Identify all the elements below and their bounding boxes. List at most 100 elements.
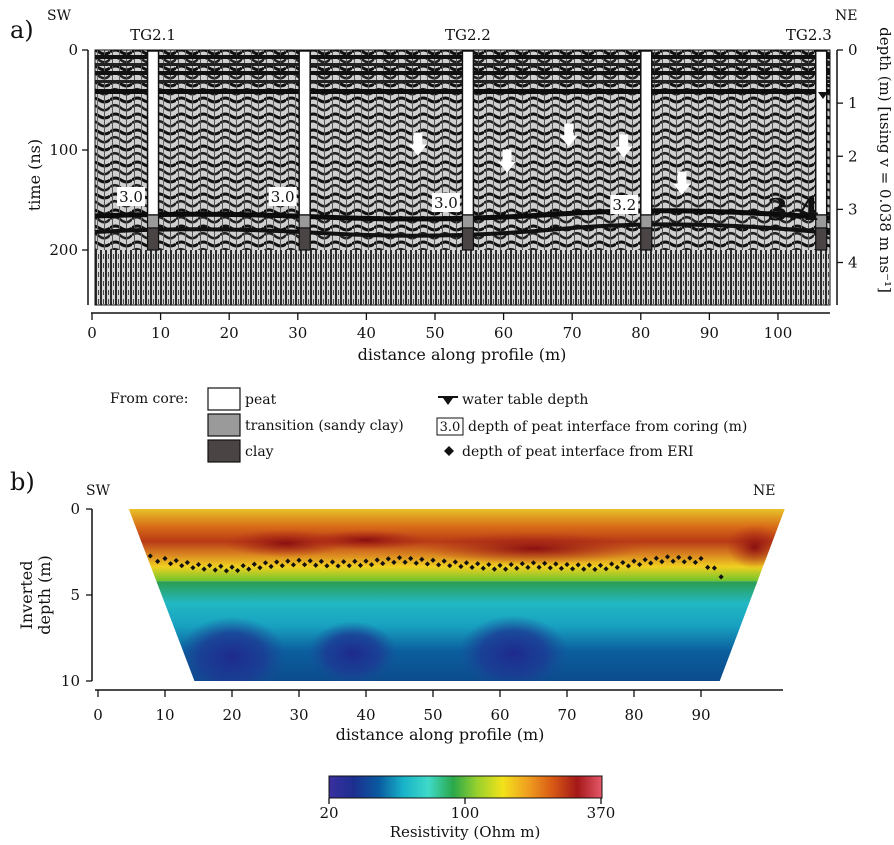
eri-interface-point (553, 561, 559, 567)
eri-interface-point (251, 561, 257, 567)
eri-interface-point (502, 566, 509, 572)
core-depth-label-bg (117, 187, 146, 206)
core-transition-segment (298, 214, 311, 229)
eri-interface-point (234, 567, 241, 574)
eri-interface-point (368, 562, 375, 568)
eri-interface-point (262, 560, 269, 566)
core-clay-segment (640, 227, 653, 251)
panel-a-x-tick-label: 60 (494, 324, 513, 342)
down-arrow-icon (559, 123, 578, 147)
panel-a-label: a) (10, 16, 34, 44)
eri-interface-point (223, 568, 230, 574)
panel-a-y-tick-label: 0 (68, 41, 78, 59)
core-column: 3.4 (767, 50, 828, 251)
eri-interface-point (147, 553, 153, 559)
panel-b-x-tick-label: 10 (155, 706, 174, 724)
panel-a-y2-tick-label: 2 (848, 147, 858, 165)
core-peat-segment (640, 50, 653, 216)
panel-a-y2-tick-label: 0 (848, 41, 858, 59)
core-column: 3.0 (268, 50, 311, 251)
eri-interface-point (413, 560, 419, 566)
panel-b-y-label-line2: depth (m) (35, 555, 54, 634)
eri-interface-point (229, 564, 235, 570)
eri-interface-point (664, 554, 671, 560)
eri-interface-point (313, 562, 319, 568)
panel-b-x-tick-label: 80 (624, 706, 643, 724)
eri-interface-point (452, 559, 458, 565)
core-column: 3.0 (117, 50, 160, 251)
eri-interface-point (179, 563, 185, 569)
legend-peat-label: peat (245, 392, 277, 408)
core-depth-label: 3.0 (271, 188, 295, 206)
eri-interface-point (711, 565, 717, 571)
panel-b-x-tick-label: 60 (490, 706, 509, 724)
eri-interface-point (698, 555, 704, 562)
panel-a-radargram: a) SW NE 3.0 3.0 3.0 3.2 3.4 TG2.1 TG2.2 TG2.3… (10, 8, 894, 364)
panel-b-sw-label: SW (86, 483, 111, 499)
panel-b-x-tick-label: 20 (222, 706, 241, 724)
core-peat-segment (461, 50, 475, 216)
core-clay-segment (298, 227, 311, 251)
eri-interface-point (173, 557, 179, 564)
colorbar: 20 100 370 Resistivity (Ohm m) (319, 775, 615, 841)
eri-interface-point (324, 563, 330, 569)
panel-a-y2-tick-label: 3 (848, 200, 858, 218)
eri-interface-point (603, 566, 609, 572)
panel-a-x-label: distance along profile (m) (358, 345, 567, 364)
eri-low-resistivity-zone (458, 615, 569, 681)
panel-b-y-tick-label: 0 (70, 500, 80, 518)
legend-water-table-label: water table depth (462, 392, 588, 408)
eri-interface-point (586, 562, 592, 568)
panel-a-x-axis: 0 10 20 30 40 50 60 70 80 90 100 (87, 312, 830, 342)
panel-a-x-tick-label: 40 (357, 324, 376, 342)
eri-interface-point (257, 565, 263, 571)
core-clay-segment (815, 227, 828, 251)
legend-transition-swatch (207, 413, 241, 437)
panel-a-x-tick-label: 10 (151, 324, 170, 342)
eri-interface-point (155, 558, 161, 564)
eri-interface-point (458, 563, 464, 570)
panel-a-x-tick-label: 70 (563, 324, 582, 342)
arrow-markers (408, 123, 691, 195)
panel-b-x-tick-label: 70 (557, 706, 576, 724)
panel-b-y-tick-label: 10 (61, 672, 80, 690)
eri-interface-point (441, 558, 447, 564)
eri-diamond-icon (444, 446, 454, 456)
eri-interface-point (648, 560, 654, 566)
core-transition-segment (461, 214, 475, 229)
legend-eri-label: depth of peat interface from ERI (462, 444, 694, 460)
panel-a-x-tick-label: 100 (764, 324, 793, 342)
core-columns: 3.0 3.0 3.0 3.2 3.4 (117, 50, 828, 251)
legend-peat-swatch (207, 387, 241, 411)
eri-interface-point (463, 560, 470, 566)
eri-interface-point (352, 558, 358, 565)
eri-interface-point (469, 564, 475, 570)
eri-interface-point (718, 574, 724, 580)
eri-interface-point (491, 566, 498, 572)
eri-interface-point (212, 567, 218, 573)
eri-interface-point (514, 565, 520, 571)
eri-interface-point (346, 563, 352, 569)
eri-interface-point (357, 562, 364, 568)
panel-a-y2-axis: 0 1 2 3 4 (836, 41, 858, 305)
eri-interface-point (569, 566, 576, 572)
legend-transition-label: transition (sandy clay) (245, 418, 404, 434)
core-column: 3.0 (431, 50, 475, 251)
core-depth-label: 3.2 (612, 196, 636, 214)
eri-interface-point (419, 556, 425, 562)
eri-interface-point (508, 561, 514, 568)
eri-low-resistivity-zone (307, 621, 398, 681)
colorbar-tick-label: 20 (319, 804, 338, 822)
eri-interface-point (653, 555, 659, 561)
eri-interface-point (385, 556, 391, 562)
down-arrow-icon (614, 134, 633, 158)
eri-interface-point (575, 562, 581, 568)
eri-interface-points (147, 553, 724, 580)
panel-b-x-tick-label: 40 (356, 706, 375, 724)
eri-interface-point (581, 566, 587, 572)
panel-a-x-tick-label: 0 (87, 324, 97, 342)
panel-b-y-label-line1: Inverted (17, 561, 36, 630)
eri-interface-point (279, 563, 285, 569)
eri-interface-point (620, 559, 626, 566)
panel-b-y-axis: 0 5 10 (61, 500, 93, 690)
